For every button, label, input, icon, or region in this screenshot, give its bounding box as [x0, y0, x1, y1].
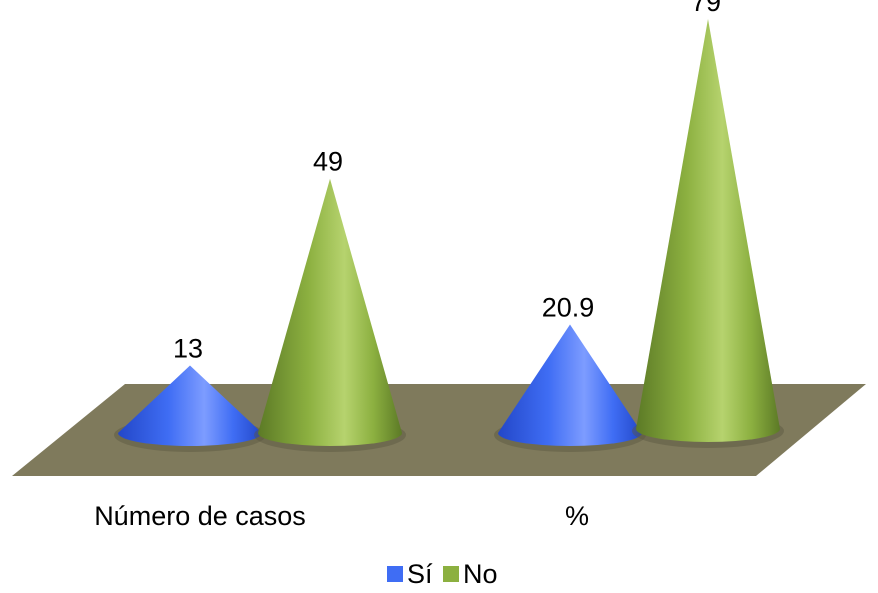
- legend-label-no: No: [463, 559, 498, 588]
- data-label-si-0: 13: [173, 334, 203, 364]
- legend: Sí No: [387, 559, 498, 589]
- legend-swatch-si: [387, 566, 403, 582]
- legend-swatch-no: [443, 566, 459, 582]
- cone-no-1: [636, 18, 780, 443]
- data-label-no-1: 79: [691, 0, 721, 17]
- cone-no-0: [258, 178, 402, 446]
- cones-layer: 13 49 20.9 79: [114, 0, 784, 452]
- category-label-1: %: [565, 501, 589, 531]
- data-label-si-1: 20.9: [542, 293, 595, 323]
- data-label-no-0: 49: [313, 147, 343, 177]
- category-label-0: Número de casos: [94, 501, 306, 531]
- legend-label-si: Sí: [407, 559, 433, 588]
- cone-si-0: [118, 365, 262, 446]
- cone-si-1: [498, 324, 642, 446]
